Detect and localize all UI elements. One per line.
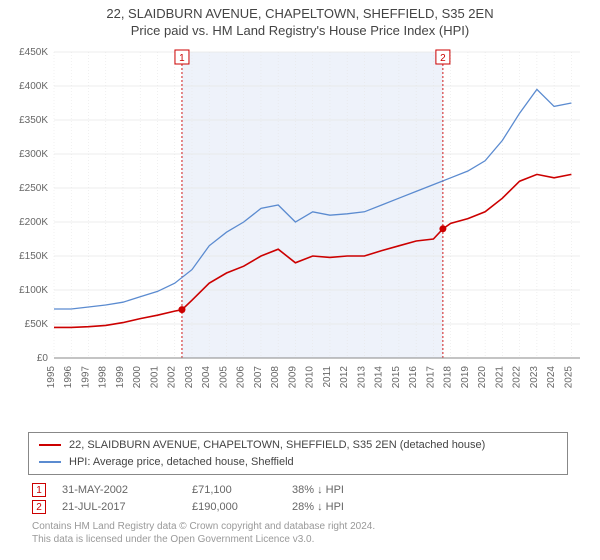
sale-delta-2: 28% ↓ HPI [292, 501, 392, 513]
svg-text:£300K: £300K [19, 149, 48, 160]
svg-text:2014: 2014 [374, 366, 385, 389]
svg-text:2010: 2010 [305, 366, 316, 389]
sale-marker-1: 1 [32, 483, 46, 497]
legend-label-2: HPI: Average price, detached house, Shef… [69, 454, 294, 471]
svg-text:2009: 2009 [287, 366, 298, 389]
legend-label-1: 22, SLAIDBURN AVENUE, CHAPELTOWN, SHEFFI… [69, 437, 485, 454]
svg-text:2000: 2000 [132, 366, 143, 389]
svg-text:£100K: £100K [19, 285, 48, 296]
svg-text:1998: 1998 [98, 366, 109, 389]
svg-text:2005: 2005 [218, 366, 229, 389]
svg-text:2001: 2001 [149, 366, 160, 389]
title-line2: Price paid vs. HM Land Registry's House … [0, 23, 600, 40]
sale-date-1: 31-MAY-2002 [62, 484, 192, 496]
sale-row-1: 1 31-MAY-2002 £71,100 38% ↓ HPI [32, 483, 580, 497]
svg-text:2013: 2013 [356, 366, 367, 389]
svg-text:2011: 2011 [322, 366, 333, 388]
svg-text:2016: 2016 [408, 366, 419, 389]
title-line1: 22, SLAIDBURN AVENUE, CHAPELTOWN, SHEFFI… [0, 6, 600, 23]
legend-item-2: HPI: Average price, detached house, Shef… [39, 454, 557, 471]
svg-text:£0: £0 [37, 353, 49, 364]
sale-price-2: £190,000 [192, 501, 292, 513]
svg-text:2024: 2024 [546, 366, 557, 389]
svg-text:1997: 1997 [80, 366, 91, 389]
svg-text:£50K: £50K [25, 319, 49, 330]
footnote-line1: Contains HM Land Registry data © Crown c… [32, 520, 580, 533]
svg-text:£150K: £150K [19, 251, 48, 262]
svg-text:£450K: £450K [19, 47, 48, 58]
footnote-line2: This data is licensed under the Open Gov… [32, 533, 580, 546]
legend-item-1: 22, SLAIDBURN AVENUE, CHAPELTOWN, SHEFFI… [39, 437, 557, 454]
svg-text:2004: 2004 [201, 366, 212, 389]
legend-swatch-2 [39, 461, 61, 463]
svg-text:2008: 2008 [270, 366, 281, 389]
footnote: Contains HM Land Registry data © Crown c… [32, 520, 580, 546]
sale-row-2: 2 21-JUL-2017 £190,000 28% ↓ HPI [32, 500, 580, 514]
svg-text:2025: 2025 [563, 366, 574, 389]
svg-text:2022: 2022 [512, 366, 523, 389]
svg-text:1: 1 [179, 53, 185, 64]
svg-text:2: 2 [440, 53, 446, 64]
svg-text:2007: 2007 [253, 366, 264, 389]
legend: 22, SLAIDBURN AVENUE, CHAPELTOWN, SHEFFI… [28, 432, 568, 475]
svg-text:2020: 2020 [477, 366, 488, 389]
svg-text:2017: 2017 [425, 366, 436, 389]
chart-title: 22, SLAIDBURN AVENUE, CHAPELTOWN, SHEFFI… [0, 0, 600, 40]
legend-swatch-1 [39, 444, 61, 446]
svg-text:2003: 2003 [184, 366, 195, 389]
sale-price-1: £71,100 [192, 484, 292, 496]
svg-text:2021: 2021 [494, 366, 505, 389]
svg-text:£400K: £400K [19, 81, 48, 92]
svg-text:1996: 1996 [63, 366, 74, 389]
chart: £0£50K£100K£150K£200K£250K£300K£350K£400… [50, 48, 584, 400]
sale-date-2: 21-JUL-2017 [62, 501, 192, 513]
sale-marker-2: 2 [32, 500, 46, 514]
svg-text:£250K: £250K [19, 183, 48, 194]
svg-text:1995: 1995 [46, 366, 57, 389]
svg-text:2006: 2006 [236, 366, 247, 389]
svg-text:2015: 2015 [391, 366, 402, 389]
svg-text:1999: 1999 [115, 366, 126, 389]
svg-text:£200K: £200K [19, 217, 48, 228]
sale-delta-1: 38% ↓ HPI [292, 484, 392, 496]
svg-text:2012: 2012 [339, 366, 350, 389]
svg-text:2018: 2018 [443, 366, 454, 389]
svg-text:2002: 2002 [167, 366, 178, 389]
svg-text:£350K: £350K [19, 115, 48, 126]
svg-text:2019: 2019 [460, 366, 471, 389]
svg-text:2023: 2023 [529, 366, 540, 389]
